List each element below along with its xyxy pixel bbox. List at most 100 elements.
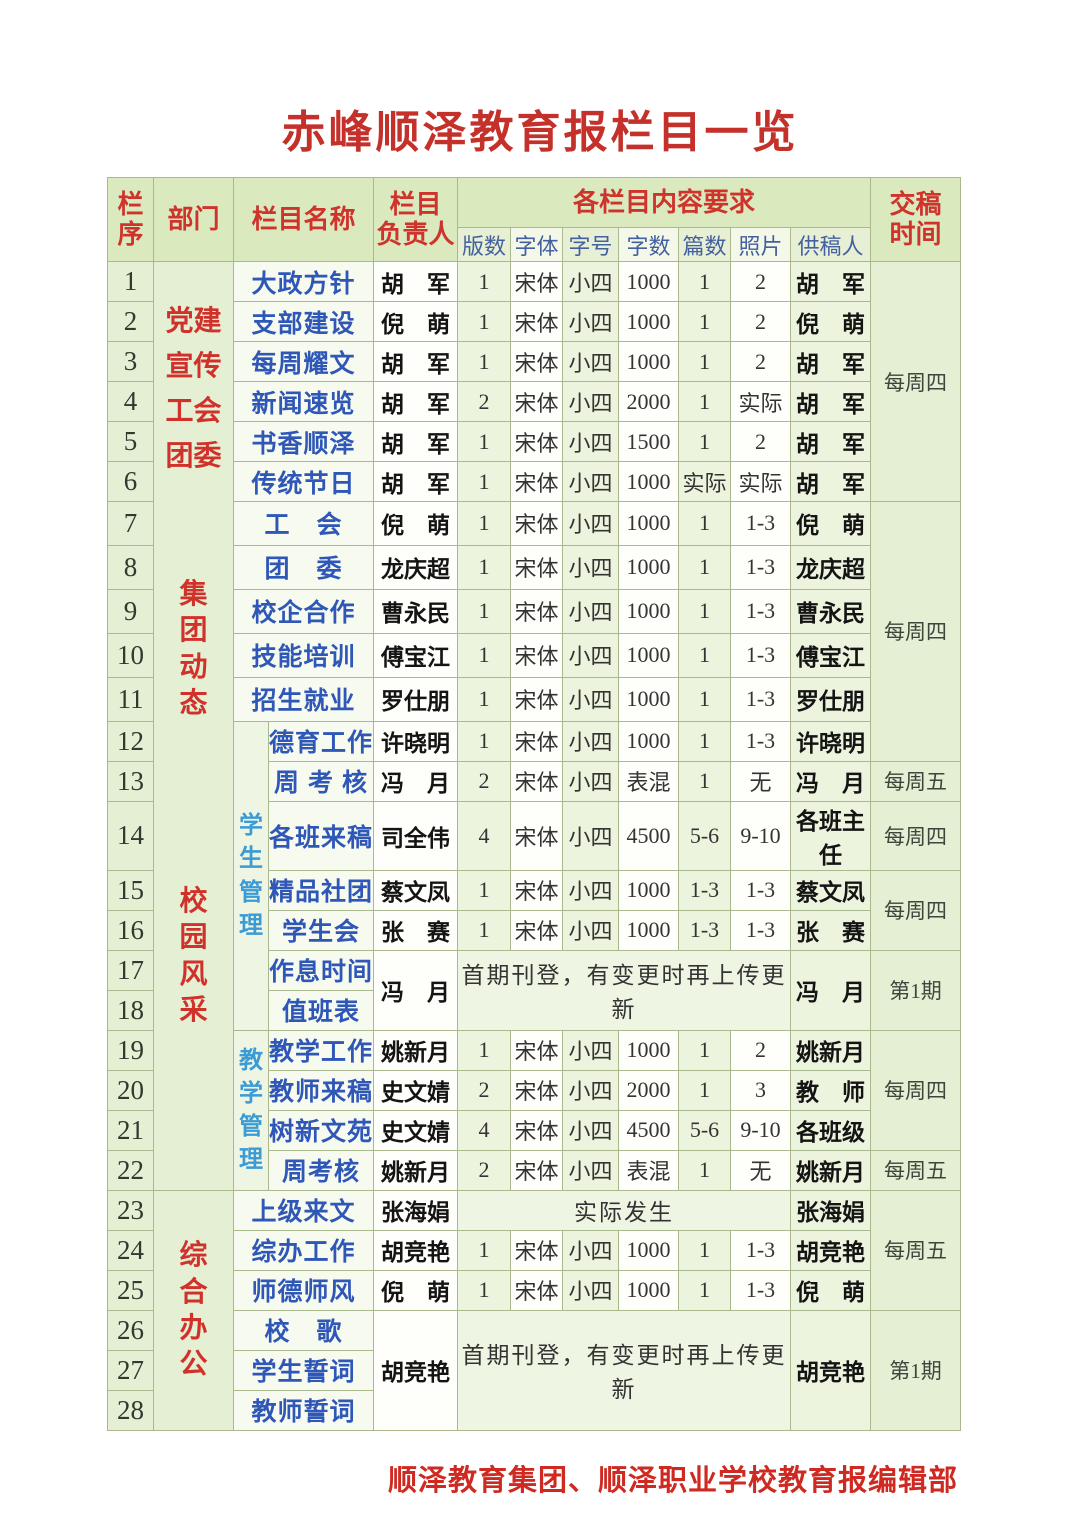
table-row: 20 教师来稿 史文婧 2 宋体 小四 2000 1 3 教 师 [108, 1070, 961, 1111]
column-name-cell: 支部建设 [234, 302, 375, 342]
source-cell: 教 师 [791, 1070, 872, 1111]
font-cell: 宋体 [511, 502, 564, 546]
size-cell: 小四 [563, 1270, 620, 1311]
source-cell: 胡 军 [791, 342, 872, 382]
column-name-cell: 校企合作 [234, 589, 375, 634]
font-cell: 宋体 [511, 801, 564, 871]
pages-cell: 1 [458, 721, 512, 762]
photos-cell: 1-3 [731, 910, 792, 951]
column-name-cell: 传统节日 [234, 462, 375, 502]
table-row: 22 周考核 姚新月 2 宋体 小四 表混 1 无 姚新月 每周五 [108, 1150, 962, 1191]
photos-cell: 1-3 [731, 502, 792, 546]
pages-cell: 1 [458, 870, 512, 911]
size-cell: 小四 [563, 502, 620, 546]
font-cell: 宋体 [511, 910, 564, 951]
words-cell: 1000 [619, 910, 680, 951]
font-cell: 宋体 [511, 1150, 564, 1191]
owner-cell: 张 赛 [374, 910, 459, 951]
table-row: 12 校 园 风 采 学 生 管 理 德育工作 许晓明 1 宋体 小四 1000… [108, 721, 961, 1191]
articles-cell: 1 [679, 342, 732, 382]
words-cell: 1000 [619, 302, 680, 342]
column-name-cell: 作息时间 [269, 950, 375, 991]
font-cell: 宋体 [511, 302, 564, 342]
photos-cell: 3 [731, 1070, 792, 1111]
font-cell: 宋体 [511, 721, 564, 762]
articles-cell: 1 [679, 1030, 732, 1071]
pages-cell: 2 [458, 382, 512, 422]
header-owner: 栏目 负责人 [374, 178, 459, 262]
font-cell: 宋体 [511, 1030, 564, 1071]
source-cell: 姚新月 [791, 1030, 872, 1071]
column-name-cell: 工 会 [234, 502, 375, 546]
deadline-cell: 每周四 [871, 262, 962, 502]
pages-cell: 1 [458, 910, 512, 951]
source-cell: 罗仕朋 [791, 677, 872, 722]
articles-cell: 5-6 [679, 801, 732, 871]
words-cell: 1000 [619, 1230, 680, 1271]
subdept-cell: 学 生 管 理 [234, 721, 269, 1031]
source-cell: 各班主任 [791, 801, 872, 871]
articles-cell: 1 [679, 302, 732, 342]
seq-cell: 21 [108, 1110, 154, 1151]
photos-cell: 2 [731, 262, 792, 302]
words-cell: 2000 [619, 1070, 680, 1111]
photos-cell: 无 [731, 761, 792, 802]
photos-cell: 2 [731, 1030, 792, 1071]
source-cell: 胡 军 [791, 462, 872, 502]
words-cell: 1000 [619, 870, 680, 911]
font-cell: 宋体 [511, 1070, 564, 1111]
owner-cell: 许晓明 [374, 721, 459, 762]
table-row: 11 招生就业 罗仕朋 1 宋体 小四 1000 1 1-3 罗仕朋 [108, 677, 961, 722]
column-name-cell: 每周耀文 [234, 342, 375, 382]
words-cell: 1000 [619, 262, 680, 302]
font-cell: 宋体 [511, 761, 564, 802]
header-dept: 部门 [154, 178, 234, 262]
dept-cell: 党建 宣传 工会 团委 [154, 262, 234, 502]
owner-cell: 姚新月 [374, 1030, 459, 1071]
deadline-cell: 第1期 [871, 950, 962, 1031]
photos-cell: 实际 [731, 462, 792, 502]
articles-cell: 1 [679, 545, 732, 590]
header-content-req: 各栏目内容要求 [458, 178, 872, 228]
footer-credit: 顺泽教育集团、顺泽职业学校教育报编辑部 [387, 1464, 958, 1497]
font-cell: 宋体 [511, 1270, 564, 1311]
deadline-cell: 每周五 [871, 761, 962, 802]
table-row: 26 校 歌 胡竞艳 首期刊登，有变更时再上传更新 胡竞艳 第1期 [108, 1310, 962, 1431]
column-name-cell: 树新文苑 [269, 1110, 375, 1151]
owner-cell: 倪 萌 [374, 502, 459, 546]
seq-cell: 26 [108, 1310, 154, 1351]
owner-cell: 罗仕朋 [374, 677, 459, 722]
column-name-cell: 上级来文 [234, 1190, 375, 1231]
column-name-cell: 校 歌 [234, 1310, 375, 1351]
pages-cell: 1 [458, 1270, 512, 1311]
owner-cell: 胡 军 [374, 462, 459, 502]
seq-cell: 7 [108, 502, 154, 546]
column-name-cell: 各班来稿 [269, 801, 375, 871]
photos-cell: 9-10 [731, 1110, 792, 1151]
pages-cell: 1 [458, 1030, 512, 1071]
photos-cell: 实际 [731, 382, 792, 422]
owner-cell: 胡 军 [374, 262, 459, 302]
size-cell: 小四 [563, 1070, 620, 1111]
font-cell: 宋体 [511, 422, 564, 462]
font-cell: 宋体 [511, 633, 564, 678]
column-name-cell: 新闻速览 [234, 382, 375, 422]
size-cell: 小四 [563, 382, 620, 422]
size-cell: 小四 [563, 1150, 620, 1191]
seq-cell: 5 [108, 422, 154, 462]
table-row: 13 周 考 核 冯 月 2 宋体 小四 表混 1 无 冯 月 每周五 [108, 761, 962, 802]
seq-cell: 18 [108, 990, 154, 1031]
table-subheader-row: 版数 字体 字号 字数 篇数 照片 供稿人 [108, 228, 961, 262]
source-cell: 各班级 [791, 1110, 872, 1151]
pages-cell: 1 [458, 342, 512, 382]
words-cell: 1500 [619, 422, 680, 462]
source-cell: 龙庆超 [791, 545, 872, 590]
table-row: 6 传统节日 胡 军 1 宋体 小四 1000 实际 实际 胡 军 [108, 462, 961, 502]
table-row: 3 每周耀文 胡 军 1 宋体 小四 1000 1 2 胡 军 [108, 342, 961, 382]
articles-cell: 1 [679, 382, 732, 422]
words-cell: 1000 [619, 1030, 680, 1071]
table-row: 15 精品社团 蔡文凤 1 宋体 小四 1000 1-3 1-3 蔡文凤 每周四 [108, 870, 962, 951]
photos-cell: 2 [731, 302, 792, 342]
size-cell: 小四 [563, 1110, 620, 1151]
seq-cell: 25 [108, 1270, 154, 1311]
